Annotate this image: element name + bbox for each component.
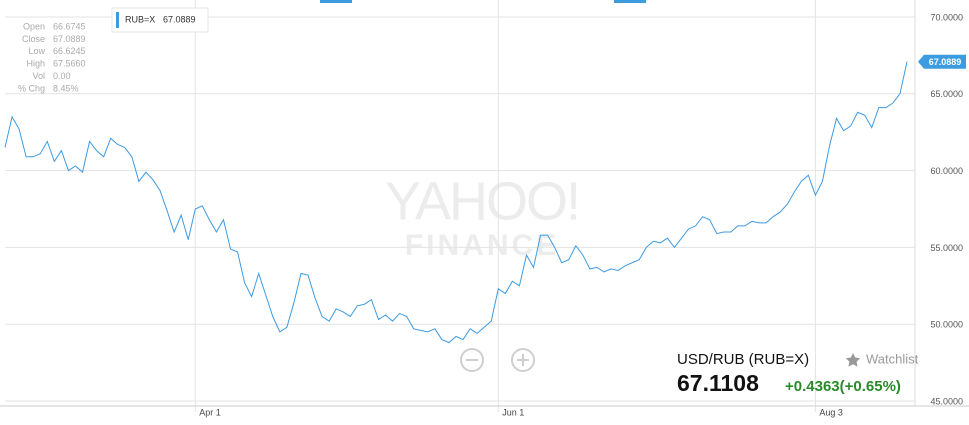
ohlc-label: Vol (32, 71, 45, 81)
watchlist[interactable]: Watchlist (866, 351, 919, 366)
y-tick-label: 65.0000 (930, 89, 963, 99)
ohlc-value: 66.6245 (53, 46, 86, 56)
ohlc-label: Close (22, 34, 45, 44)
legend-value: 67.0889 (163, 14, 196, 24)
ohlc-value: 8.45% (53, 83, 79, 93)
ohlc-value: 66.6745 (53, 21, 86, 31)
quote-change: +0.4363(+0.65%) (785, 378, 901, 395)
price-line (4, 61, 908, 344)
tab-indicator (320, 0, 352, 3)
ohlc-label: High (26, 59, 45, 69)
ohlc-value: 67.5660 (53, 59, 86, 69)
watchlist-star[interactable] (845, 353, 861, 367)
legend-name: RUB=X (125, 14, 155, 24)
last-price-tag (918, 54, 966, 69)
legend-swatch (116, 12, 119, 28)
ohlc-label: Low (28, 46, 45, 56)
x-tick-label: Apr 1 (199, 407, 221, 417)
y-tick-label: 70.0000 (930, 12, 963, 22)
y-tick-label: 55.0000 (930, 243, 963, 253)
zoom-in[interactable] (511, 348, 535, 372)
zoom-out[interactable] (460, 348, 484, 372)
tab-indicator (614, 0, 646, 3)
y-tick-label: 60.0000 (930, 166, 963, 176)
ohlc-label: % Chg (18, 83, 45, 93)
quote-price: 67.1108 (677, 370, 759, 396)
last-price-label: 67.0889 (929, 57, 962, 67)
x-tick-label: Jun 1 (502, 407, 524, 417)
y-tick-label: 50.0000 (930, 320, 963, 330)
ohlc-label: Open (23, 21, 45, 31)
watermark-text: YAHOO! (385, 171, 579, 231)
y-tick-label: 45.0000 (930, 396, 963, 406)
x-tick-label: Aug 3 (819, 407, 843, 417)
watermark: YAHOO!FINANCE (385, 171, 581, 262)
ohlc-value: 0.00 (53, 71, 71, 81)
quote-symbol: USD/RUB (RUB=X) (677, 351, 809, 368)
ohlc-value: 67.0889 (53, 34, 86, 44)
legend-box (111, 7, 209, 33)
watermark-text: FINANCE (405, 229, 559, 262)
